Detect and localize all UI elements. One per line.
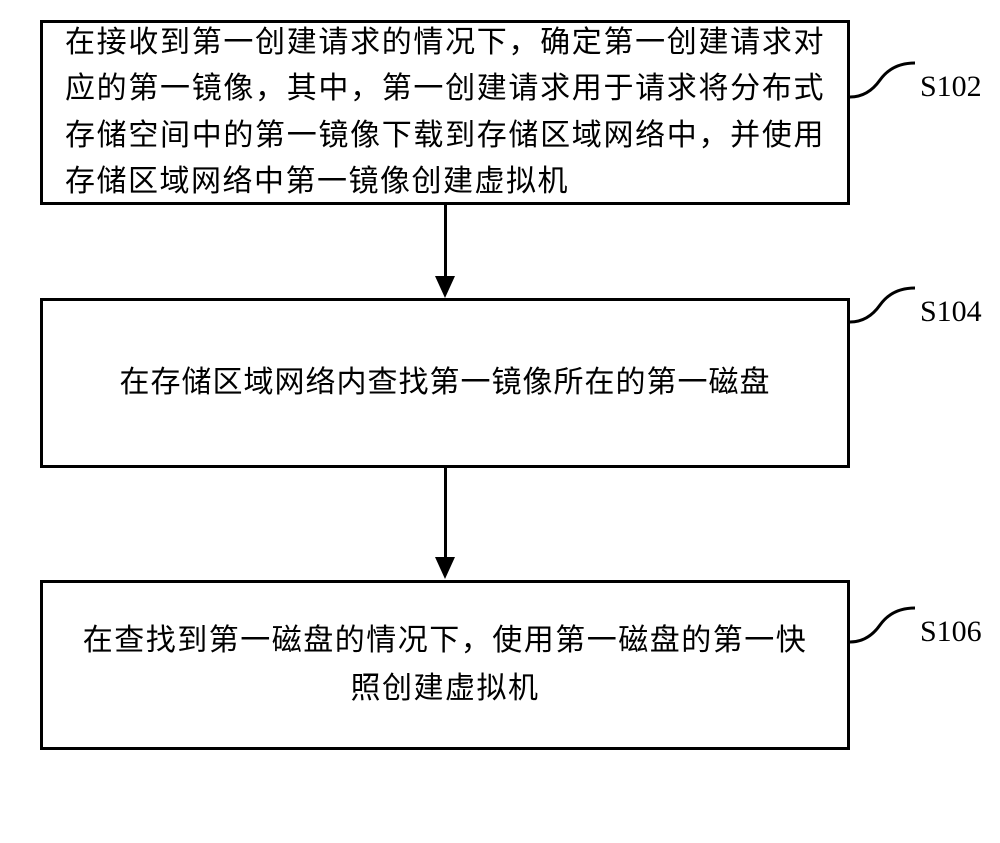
arrow-head	[435, 276, 455, 298]
node-text: 在存储区域网络内查找第一镜像所在的第一磁盘	[63, 360, 827, 407]
connector-s106	[850, 600, 920, 645]
flowchart-node-s104: 在存储区域网络内查找第一镜像所在的第一磁盘	[40, 298, 850, 468]
step-label-s104: S104	[920, 295, 982, 329]
step-label-s102: S102	[920, 70, 982, 104]
flowchart-node-s102: 在接收到第一创建请求的情况下，确定第一创建请求对应的第一镜像，其中，第一创建请求…	[40, 20, 850, 205]
flowchart-container: 在接收到第一创建请求的情况下，确定第一创建请求对应的第一镜像，其中，第一创建请求…	[0, 0, 1000, 843]
arrow-line	[444, 205, 447, 277]
flowchart-node-s106: 在查找到第一磁盘的情况下，使用第一磁盘的第一快照创建虚拟机	[40, 580, 850, 750]
arrow-line	[444, 468, 447, 558]
arrow-head	[435, 557, 455, 579]
connector-s104	[850, 280, 920, 325]
step-label-s106: S106	[920, 615, 982, 649]
connector-s102	[850, 55, 920, 100]
node-text: 在接收到第一创建请求的情况下，确定第一创建请求对应的第一镜像，其中，第一创建请求…	[65, 20, 825, 206]
node-text: 在查找到第一磁盘的情况下，使用第一磁盘的第一快照创建虚拟机	[71, 617, 819, 713]
